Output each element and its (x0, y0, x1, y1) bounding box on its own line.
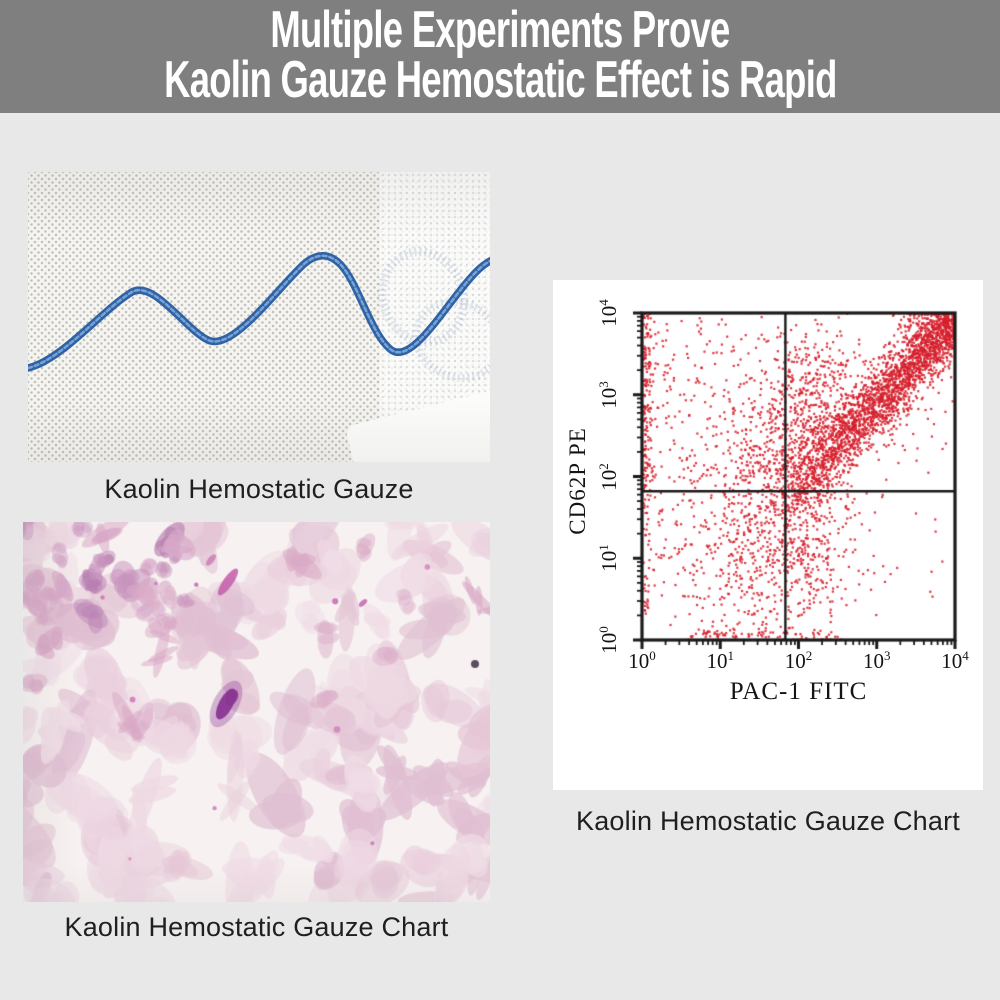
flow-cytometry-canvas (628, 301, 968, 653)
y-tick-label: 101 (596, 544, 621, 573)
histology-caption: Kaolin Hemostatic Gauze Chart (64, 912, 449, 942)
y-tick-label: 100 (596, 626, 621, 654)
chart-caption: Kaolin Hemostatic Gauze Chart (576, 806, 960, 836)
title-line-2-wrap: Kaolin Gauze Hemostatic Effect is Rapid (0, 51, 1000, 109)
histology-micrograph (23, 522, 490, 902)
y-tick-label: 103 (596, 381, 621, 409)
gauze-product-photo (28, 172, 490, 462)
x-tick-label: 102 (784, 648, 813, 673)
title-line-2: Kaolin Gauze Hemostatic Effect is Rapid (163, 51, 837, 109)
title-line-1-wrap: Multiple Experiments Prove (0, 1, 1000, 59)
gauze-thread-drawing (28, 247, 490, 383)
gauze-caption: Kaolin Hemostatic Gauze (104, 474, 414, 504)
x-tick-label: 101 (706, 648, 735, 673)
x-tick-label: 100 (628, 648, 656, 673)
y-tick-label: 102 (596, 462, 621, 491)
x-tick-label: 104 (941, 648, 969, 673)
title-line-1: Multiple Experiments Prove (270, 1, 730, 59)
histology-canvas (23, 522, 490, 902)
y-tick-label: 104 (596, 299, 621, 327)
x-axis-title: PAC-1 FITC (729, 678, 868, 705)
header-banner: Multiple Experiments Prove Kaolin Gauze … (0, 0, 1000, 113)
x-tick-label: 103 (863, 648, 891, 673)
flow-cytometry-card: CD62P PE PAC-1 FITC 100 101 102 103 104 100 1… (553, 280, 983, 790)
